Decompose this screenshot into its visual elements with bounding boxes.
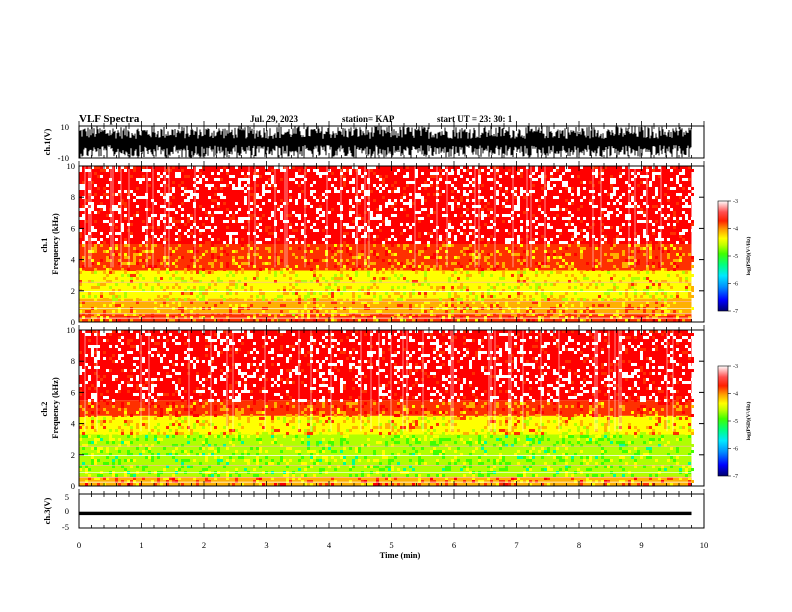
ch1-colorbar-tick-label-0: -3 — [733, 199, 738, 205]
time-tick-label-1: 1 — [139, 540, 143, 550]
ch2-spectrogram-ytick-label-1: 2 — [71, 450, 75, 460]
header-station: station= KAP — [342, 114, 395, 124]
ch1-ylabel-channel: ch.1 — [39, 238, 49, 253]
ch2-spectrogram-texture-7 — [82, 435, 691, 477]
time-tick-label-9: 9 — [639, 540, 643, 550]
header-date: Jul. 29, 2023 — [250, 114, 299, 124]
ch2-spectrogram-streaks — [84, 330, 674, 432]
ch2-colorbar-tick-label-1: -4 — [733, 392, 738, 398]
time-axis-tick-marks — [78, 121, 705, 528]
time-tick-label-10: 10 — [700, 540, 709, 550]
header-start-time: start UT = 23: 30: 1 — [437, 114, 513, 124]
ch1-ytick-top: 10 — [61, 122, 70, 132]
time-tick-label-3: 3 — [264, 540, 268, 550]
ch3-ytick-mid: 0 — [65, 506, 69, 516]
ch2-spectrogram-image — [79, 330, 694, 486]
ch2-spectrogram-yticks: 0 2 4 6 8 10 — [67, 325, 704, 491]
time-axis-tick-labels: 0 1 2 3 4 5 6 7 8 9 10 — [77, 540, 708, 550]
ch3-waveform-trace — [79, 511, 692, 516]
ch2-spectrogram-ylabel: ch.2 Frequency (kHz) — [39, 377, 60, 439]
ch2-spectrogram-band-0 — [79, 476, 692, 486]
ch1-spectrogram-ytick-label-5: 10 — [67, 161, 76, 171]
time-tick-label-0: 0 — [77, 540, 81, 550]
ch3-waveform-ylabel: ch.3(V) — [42, 497, 52, 524]
ch2-colorbar-ticks: -3 -4 -5 -6 -7 — [728, 364, 738, 480]
ch1-waveform-trace — [78, 126, 692, 158]
ch1-spectrogram-texture-5 — [82, 271, 688, 316]
time-tick-label-4: 4 — [327, 540, 332, 550]
time-tick-label-8: 8 — [577, 540, 581, 550]
ch1-colorbar-tick-label-2: -5 — [733, 254, 738, 260]
ch3-waveform-band — [79, 511, 692, 516]
ch1-spectrogram-ytick-label-2: 4 — [71, 255, 76, 265]
ch1-waveform-line — [78, 126, 692, 158]
ch2-spectrogram-ytick-label-3: 6 — [71, 387, 75, 397]
ch2-ylabel-channel: ch.2 — [39, 402, 49, 417]
ch1-waveform-ylabel: ch.1(V) — [42, 128, 52, 155]
ch2-spectrogram-texture-6 — [79, 435, 694, 477]
ch2-colorbar-tick-label-3: -6 — [733, 447, 738, 453]
ch2-spectrogram-ytick-label-0: 0 — [71, 481, 75, 491]
time-tick-label-6: 6 — [452, 540, 456, 550]
time-tick-label-2: 2 — [202, 540, 206, 550]
ch2-spectrogram-texture-0 — [79, 330, 694, 486]
ch2-spectrogram-ytick-label-4: 8 — [71, 356, 75, 366]
ch2-colorbar-scale — [717, 365, 729, 477]
ch1-spectrogram-ytick-label-0: 0 — [71, 317, 75, 327]
ch1-ylabel-frequency: Frequency (kHz) — [50, 213, 60, 275]
ch2-spectrogram-ytick-label-2: 4 — [71, 419, 76, 429]
ch1-colorbar-scale — [717, 200, 729, 312]
ch3-waveform-frame — [78, 493, 705, 529]
ch2-spectrogram-texture-1 — [79, 330, 694, 402]
ch1-spectrogram-ylabel: ch.1 Frequency (kHz) — [39, 213, 60, 275]
ch1-spectrogram-panel: 0 2 4 6 8 10 ch.1 Frequency (kHz) — [39, 161, 705, 327]
ch1-spectrogram-image — [79, 166, 694, 322]
ch1-spectrogram-ytick-label-1: 2 — [71, 286, 75, 296]
ch2-colorbar-tick-label-0: -3 — [733, 364, 738, 370]
time-tick-label-5: 5 — [389, 540, 393, 550]
ch1-spectrogram-texture-3 — [79, 244, 694, 322]
ch1-spectrogram-ytick-label-4: 8 — [71, 192, 75, 202]
ch1-colorbar-tick-label-1: -4 — [733, 227, 738, 233]
ch1-spectrogram-ytick-label-3: 6 — [71, 223, 75, 233]
ch1-colorbar-tick-label-3: -6 — [733, 282, 738, 288]
ch1-colorbar-label: log(PSD)(V²/Hz) — [745, 237, 752, 276]
figure-title: VLF Spectra — [79, 113, 140, 125]
time-axis-ticks — [78, 121, 705, 528]
ch2-colorbar-tick-label-4: -7 — [733, 474, 738, 480]
ch1-spectrogram-texture-0 — [79, 166, 694, 244]
ch1-spectrogram-texture-2 — [79, 166, 694, 322]
ch1-colorbar-tick-label-4: -7 — [733, 309, 738, 315]
ch2-ylabel-frequency: Frequency (kHz) — [50, 377, 60, 439]
ch2-spectrogram-ytick-label-5: 10 — [67, 325, 76, 335]
ch1-colorbar-ticks: -3 -4 -5 -6 -7 — [728, 199, 738, 315]
ch2-colorbar: -3 -4 -5 -6 -7 log(PSD)(V²/Hz) — [717, 364, 752, 480]
ch2-colorbar-tick-label-2: -5 — [733, 419, 738, 425]
ch1-ytick-bottom: -10 — [58, 153, 69, 163]
time-axis-label: Time (min) — [380, 550, 421, 560]
time-tick-label-7: 7 — [514, 540, 518, 550]
ch1-colorbar: -3 -4 -5 -6 -7 log(PSD)(V²/Hz) — [717, 199, 752, 315]
ch3-ytick-bottom: -5 — [62, 522, 69, 532]
ch1-spectrogram-streaks — [84, 166, 662, 268]
ch2-spectrogram-texture-5 — [79, 417, 694, 477]
ch1-spectrogram-texture-4 — [79, 244, 694, 322]
ch3-ytick-top: 5 — [65, 492, 69, 502]
ch2-spectrogram-texture-2 — [79, 330, 691, 486]
ch2-spectrogram-panel: 0 2 4 6 8 10 ch.2 Frequency (kHz) — [39, 325, 705, 491]
ch1-spectrogram-yticks: 0 2 4 6 8 10 — [67, 161, 704, 327]
ch2-colorbar-label: log(PSD)(V²/Hz) — [745, 402, 752, 441]
